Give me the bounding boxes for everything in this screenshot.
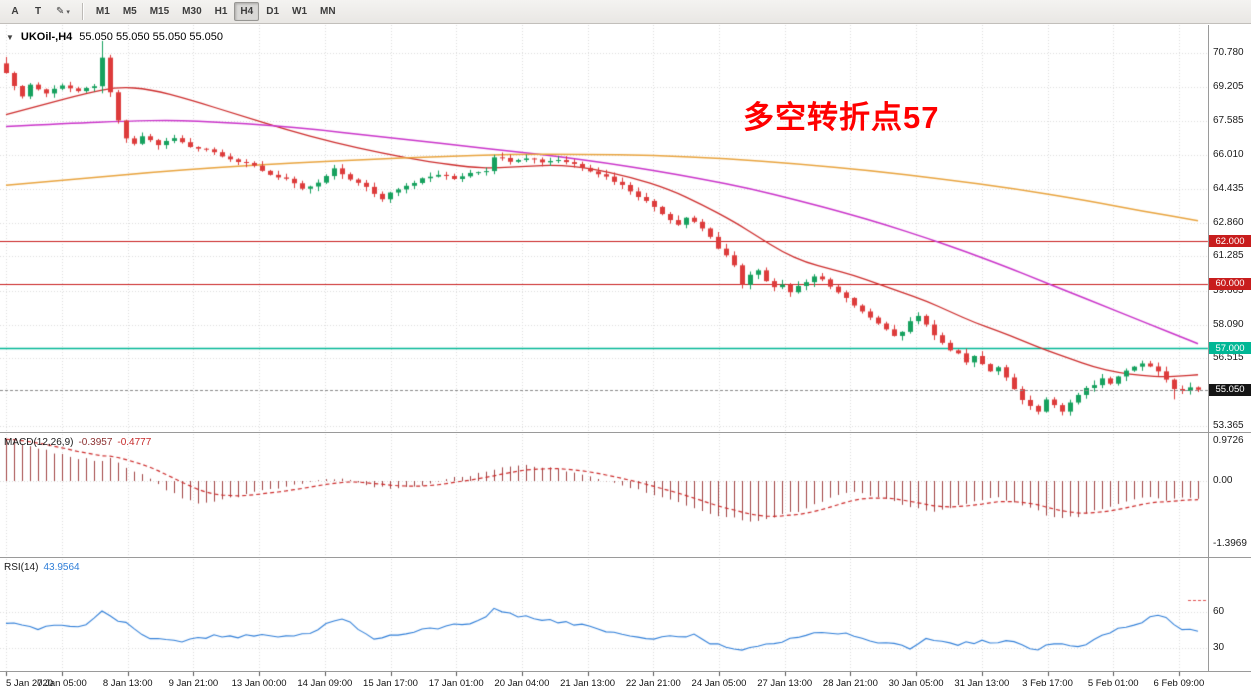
symbol-header: ▼ UKOil-,H4 55.050 55.050 55.050 55.050 <box>6 31 223 43</box>
price-scale-label: 56.515 <box>1213 352 1244 364</box>
price-scale-label: 58.090 <box>1213 318 1244 330</box>
price-scale-label: 61.285 <box>1213 250 1244 262</box>
toolbar: A T ✎ ▾ M1 M5 M15 M30 H1 H4 D1 W1 MN <box>0 0 1251 24</box>
timeframe-button-w1[interactable]: W1 <box>292 6 308 17</box>
price-badge-62-000: 62.000 <box>1209 235 1251 247</box>
toolbar-button-t[interactable]: T <box>34 6 42 17</box>
price-scale-label: 66.010 <box>1213 149 1244 161</box>
rsi-indicator-label: RSI(14) 43.9564 <box>4 562 80 573</box>
time-axis-label: 7 Jan 05:00 <box>37 678 87 689</box>
time-axis-label: 9 Jan 21:00 <box>168 678 219 689</box>
price-scale[interactable]: 70.780 69.205 67.585 66.010 64.435 62.860 61.2… <box>1209 0 1251 697</box>
price-scale-label: 67.585 <box>1213 115 1244 127</box>
price-badge-60-000: 60.000 <box>1209 277 1251 290</box>
toolbar-left-group: A T ✎ ▾ <box>4 2 76 21</box>
time-axis-label: 20 Jan 04:00 <box>494 678 550 689</box>
time-axis-label: 28 Jan 21:00 <box>822 678 878 689</box>
macd-scale-label: 0.00 <box>1213 475 1233 486</box>
time-axis-label: 3 Feb 17:00 <box>1022 678 1073 689</box>
pane-separator-rsi-axis[interactable] <box>0 671 1251 672</box>
pane-separator-main-macd[interactable] <box>0 432 1251 433</box>
time-axis-label: 15 Jan 17:00 <box>363 678 418 689</box>
macd-value: -0.3957 <box>78 437 113 448</box>
toolbar-button-draw[interactable]: ✎ ▾ <box>56 6 70 17</box>
price-badge-55-050: 55.050 <box>1209 383 1251 396</box>
rsi-scale-label: 30 <box>1213 642 1225 653</box>
time-axis-label: 21 Jan 13:00 <box>560 678 616 689</box>
timeframe-button-m1[interactable]: M1 <box>95 6 110 17</box>
time-axis-label: 31 Jan 13:00 <box>954 678 1010 689</box>
price-scale-label: 62.860 <box>1213 216 1244 228</box>
price-scale-label: 70.780 <box>1213 47 1244 59</box>
time-axis-label: 6 Feb 09:00 <box>1153 678 1205 689</box>
chart-annotation-text: 多空转折点57 <box>743 100 940 135</box>
time-axis[interactable]: 5 Jan 2020 7 Jan 05:00 8 Jan 13:00 9 Jan 21… <box>0 673 1208 697</box>
timeframe-button-m5[interactable]: M5 <box>122 6 137 17</box>
price-scale-border <box>1208 25 1209 671</box>
pane-separator-macd-rsi[interactable] <box>0 557 1251 558</box>
price-scale-label: 53.365 <box>1213 419 1244 431</box>
time-axis-label: 14 Jan 09:00 <box>297 678 353 689</box>
time-axis-label: 30 Jan 05:00 <box>888 678 944 689</box>
timeframe-button-mn[interactable]: MN <box>320 6 336 17</box>
time-axis-label: 27 Jan 13:00 <box>757 678 813 689</box>
rsi-name: RSI(14) <box>4 562 39 573</box>
rsi-scale-label: 60 <box>1213 606 1225 617</box>
price-scale-label: 59.665 <box>1213 284 1244 296</box>
timeframe-button-m30[interactable]: M30 <box>182 6 202 17</box>
timeframe-button-h4[interactable]: H4 <box>234 2 260 21</box>
toolbar-timeframe-group: M1 M5 M15 M30 H1 H4 D1 W1 MN <box>90 2 342 21</box>
rsi-value: 43.9564 <box>43 562 80 573</box>
ohlc-values: 55.050 55.050 55.050 55.050 <box>79 31 224 43</box>
timeframe-button-d1[interactable]: D1 <box>266 6 280 17</box>
time-axis-label: 5 Feb 01:00 <box>1087 678 1139 689</box>
time-axis-label: 5 Jan 2020 <box>6 678 54 689</box>
price-scale-label: 64.435 <box>1213 182 1244 194</box>
timeframe-button-h1[interactable]: H1 <box>214 6 228 17</box>
macd-indicator-label: MACD(12,26,9) -0.3957 -0.4777 <box>4 437 151 448</box>
time-axis-label: 13 Jan 00:00 <box>231 678 287 689</box>
toolbar-button-a[interactable]: A <box>11 6 19 17</box>
time-axis-label: 17 Jan 01:00 <box>428 678 484 689</box>
symbol-title: UKOil-,H4 <box>20 31 73 43</box>
time-axis-label: 22 Jan 21:00 <box>625 678 681 689</box>
time-axis-label: 24 Jan 05:00 <box>691 678 747 689</box>
toolbar-separator <box>81 3 84 20</box>
chart-collapse-icon[interactable]: ▼ <box>6 33 14 42</box>
timeframe-button-m15[interactable]: M15 <box>149 6 170 17</box>
price-badge-57-000: 57.000 <box>1209 342 1251 354</box>
macd-scale-label: 0.9726 <box>1213 435 1244 446</box>
macd-name: MACD(12,26,9) <box>4 437 74 448</box>
price-scale-label: 69.205 <box>1213 80 1244 92</box>
dropdown-caret-icon: ▾ <box>66 8 70 16</box>
macd-scale-label: -1.3969 <box>1213 537 1247 549</box>
macd-signal-value: -0.4777 <box>117 437 152 448</box>
time-axis-label: 8 Jan 13:00 <box>102 678 153 689</box>
